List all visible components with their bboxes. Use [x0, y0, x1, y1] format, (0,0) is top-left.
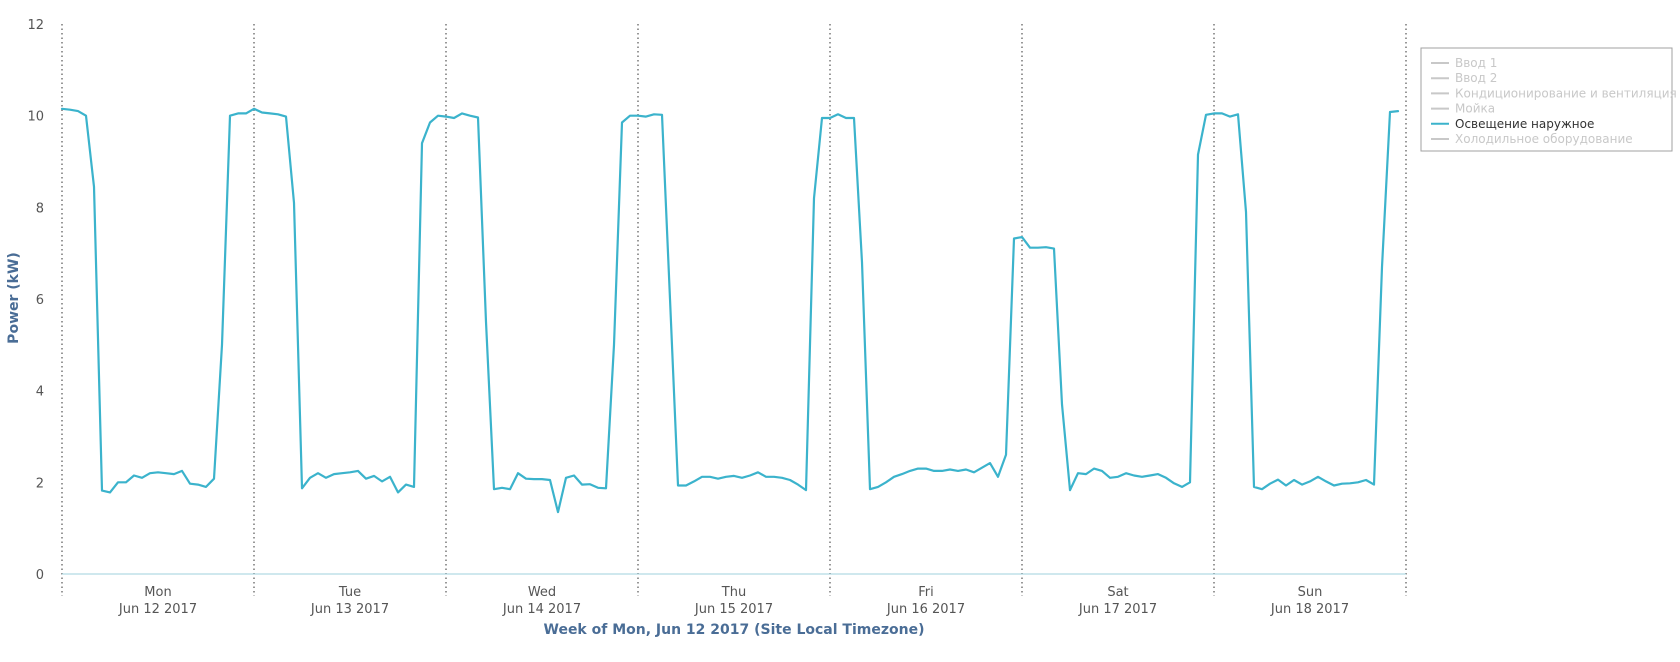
x-tick-day-label: Fri — [918, 585, 934, 600]
y-tick-label: 2 — [36, 476, 44, 491]
legend-item-label[interactable]: Кондиционирование и вентиляция — [1455, 86, 1677, 100]
x-tick-day-label: Sat — [1107, 585, 1128, 600]
x-tick-day-label: Mon — [144, 585, 171, 600]
legend-item-label[interactable]: Холодильное оборудование — [1455, 132, 1633, 146]
y-tick-label: 4 — [36, 385, 44, 400]
x-tick-date-label: Jun 13 2017 — [310, 602, 389, 617]
y-tick-label: 10 — [27, 110, 44, 125]
y-axis-ticks: 0 2 4 6 8 10 12 — [27, 18, 44, 583]
y-tick-label: 0 — [36, 568, 44, 583]
y-tick-label: 12 — [27, 18, 44, 33]
x-tick-date-label: Jun 14 2017 — [502, 602, 581, 617]
legend-box — [1420, 47, 1673, 152]
x-tick-date-label: Jun 18 2017 — [1270, 602, 1349, 617]
y-tick-label: 8 — [36, 201, 44, 216]
x-tick-date-label: Jun 16 2017 — [886, 602, 965, 617]
x-tick-date-label: Jun 15 2017 — [694, 602, 773, 617]
x-tick-day-label: Sun — [1298, 585, 1323, 600]
legend-item-label[interactable]: Ввод 1 — [1455, 56, 1497, 70]
legend-item-label[interactable]: Ввод 2 — [1455, 71, 1497, 85]
x-tick-day-label: Tue — [338, 585, 361, 600]
series-line — [60, 107, 1400, 514]
grid-lines — [61, 24, 1407, 596]
y-tick-label: 6 — [36, 293, 44, 308]
x-axis-title: Week of Mon, Jun 12 2017 (Site Local Tim… — [544, 622, 925, 638]
x-tick-day-label: Wed — [528, 585, 556, 600]
x-tick-date-label: Jun 17 2017 — [1078, 602, 1157, 617]
x-tick-day-label: Thu — [721, 585, 746, 600]
x-tick-date-label: Jun 12 2017 — [118, 602, 197, 617]
x-axis-ticks: Mon Jun 12 2017 Tue Jun 13 2017 Wed Jun 14 20… — [118, 585, 1349, 617]
series-layer — [60, 107, 1400, 514]
y-axis-title: Power (kW) — [6, 252, 22, 344]
legend-item-label[interactable]: Мойка — [1455, 102, 1495, 116]
legend-item-label[interactable]: Освещение наружное — [1455, 117, 1594, 131]
